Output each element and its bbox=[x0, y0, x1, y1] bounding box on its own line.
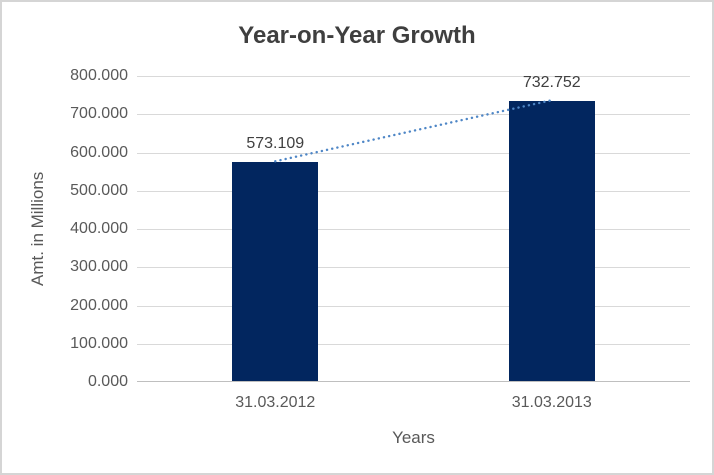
y-tick-label: 300.000 bbox=[70, 258, 128, 276]
data-label: 732.752 bbox=[522, 73, 581, 91]
x-tick-label: 31.03.2013 bbox=[511, 394, 592, 411]
y-tick-label: 800.000 bbox=[70, 67, 128, 84]
gridline bbox=[137, 114, 690, 116]
gridline bbox=[137, 229, 690, 230]
gridline bbox=[137, 343, 690, 345]
gridline bbox=[137, 190, 690, 192]
gridline bbox=[137, 152, 690, 154]
y-tick-label: 700.000 bbox=[70, 105, 128, 123]
data-label: 573.109 bbox=[246, 134, 305, 152]
bar-31.03.2013 bbox=[508, 100, 595, 381]
gridline bbox=[137, 305, 690, 307]
y-tick-label: 200.000 bbox=[70, 296, 128, 314]
y-tick-label: 600.000 bbox=[70, 143, 128, 161]
y-tick-label: 0.000 bbox=[87, 373, 128, 390]
bar-31.03.2012 bbox=[232, 161, 319, 381]
gridline bbox=[137, 76, 690, 77]
chart-title: Year-on-Year Growth bbox=[238, 22, 476, 49]
trendline bbox=[274, 99, 553, 163]
y-tick-label: 400.000 bbox=[70, 220, 128, 237]
y-tick-label: 100.000 bbox=[70, 334, 128, 352]
gridline bbox=[137, 267, 690, 269]
x-tick-label: 31.03.2012 bbox=[235, 394, 316, 411]
y-tick-label: 500.000 bbox=[70, 181, 128, 199]
plot-area: 573.109 732.752 bbox=[137, 73, 690, 382]
x-axis-title: Years bbox=[392, 428, 435, 447]
